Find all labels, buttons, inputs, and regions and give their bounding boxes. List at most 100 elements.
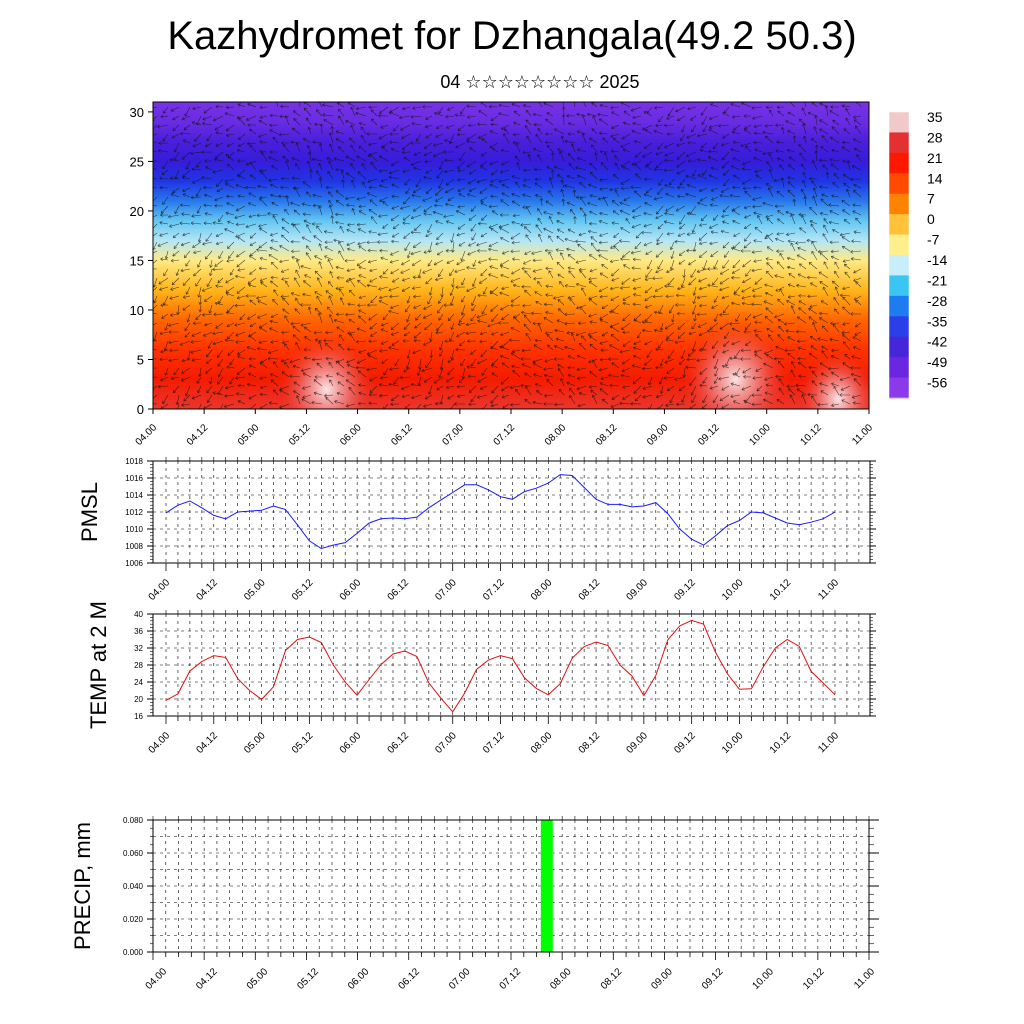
- pmsl-chart-x-tick-label: 07.00: [433, 577, 459, 603]
- precip-x-tick-label: 07.12: [498, 966, 524, 992]
- pmsl-chart-y-tick-label: 1006: [125, 559, 143, 568]
- temp-chart-y-tick-label: 32: [134, 644, 143, 653]
- temp-chart-x-tick-label: 05.00: [242, 730, 268, 756]
- colorbar-label: 21: [927, 150, 943, 166]
- pmsl-chart-y-tick-label: 1012: [125, 508, 143, 517]
- temp-chart-x-tick-label: 05.12: [290, 730, 316, 756]
- warm-spot: [680, 319, 791, 409]
- pmsl-chart-y-tick-label: 1010: [125, 525, 143, 534]
- pmsl-chart-x-tick-label: 04.00: [147, 577, 173, 603]
- temp-chart-x-tick-label: 07.00: [433, 730, 459, 756]
- pmsl-chart-x-tick-label: 08.12: [577, 577, 603, 603]
- colorbar-segment: [889, 357, 909, 379]
- temp-chart-y-tick-label: 20: [134, 695, 143, 704]
- colorbar-segment: [889, 214, 909, 236]
- temp-chart-y-tick-label: 28: [134, 661, 143, 670]
- warm-spot: [797, 351, 869, 409]
- colorbar-label: -21: [927, 272, 947, 288]
- colorbar-label: -35: [927, 313, 947, 329]
- temp-chart-series-line: [165, 619, 836, 713]
- temp-chart-x-tick-label: 10.00: [720, 730, 746, 756]
- heatmap-x-tick-label: 07.12: [492, 422, 518, 448]
- precip-x-tick-label: 09.12: [700, 966, 726, 992]
- pmsl-chart-y-tick-label: 1014: [125, 491, 143, 500]
- precip-x-tick-label: 10.00: [751, 966, 777, 992]
- pmsl-chart-x-tick-label: 08.00: [529, 577, 555, 603]
- precip-y-tick-label: 0.080: [123, 816, 144, 825]
- pmsl-chart-x-tick-label: 04.12: [194, 577, 220, 603]
- precip-x-tick-label: 05.12: [295, 966, 321, 992]
- temp-chart-y-tick-label: 16: [134, 712, 143, 721]
- temp-chart-y-tick-label: 36: [134, 627, 143, 636]
- pmsl-chart-grid: [153, 460, 870, 564]
- pmsl-chart-x-tick-label: 06.00: [338, 577, 364, 603]
- precip-y-tick-label: 0.040: [123, 882, 144, 891]
- heatmap-x-tick-label: 04.00: [134, 422, 160, 448]
- colorbar-label: -49: [927, 354, 947, 370]
- page-subtitle: 04 ☆☆☆☆☆☆☆☆ 2025: [440, 72, 640, 92]
- heatmap-x-tick-label: 05.12: [287, 422, 313, 448]
- temp-chart-y-axis-title: TEMP at 2 M: [86, 601, 111, 729]
- heatmap-y-tick-label: 5: [137, 352, 144, 367]
- wind-vectors: [153, 102, 862, 409]
- pmsl-chart-x-tick-label: 06.12: [386, 577, 412, 603]
- heatmap-y-tick-label: 0: [137, 402, 144, 417]
- heatmap-x-tick-label: 04.12: [185, 422, 211, 448]
- heatmap-x-tick-label: 11.00: [850, 422, 875, 447]
- colorbar-segment: [889, 336, 909, 358]
- precip-y-axis-title: PRECIP, mm: [70, 822, 95, 950]
- pmsl-chart-x-tick-label: 05.12: [290, 577, 316, 603]
- precip-x-tick-label: 05.00: [245, 966, 271, 992]
- heatmap-x-tick-label: 05.00: [236, 422, 262, 448]
- colorbar-segment: [889, 255, 909, 276]
- temp-chart-x-tick-label: 06.12: [386, 730, 412, 756]
- temp-chart-x-tick-label: 10.12: [768, 730, 794, 756]
- temp-chart-grid: [153, 613, 870, 717]
- temp-chart-x-tick-label: 07.12: [481, 730, 507, 756]
- heatmap-x-tick-label: 08.00: [543, 422, 569, 448]
- colorbar-label: -28: [927, 293, 947, 309]
- colorbar-label: -42: [927, 334, 947, 350]
- heatmap-x-tick-label: 07.00: [441, 422, 467, 448]
- temp-chart-x-tick-label: 09.00: [625, 730, 651, 756]
- precip-x-tick-label: 10.12: [801, 966, 827, 992]
- pmsl-chart-y-tick-label: 1018: [125, 457, 143, 466]
- heatmap-x-tick-label: 10.00: [747, 422, 773, 448]
- colorbar-segment: [889, 295, 909, 317]
- precip-x-tick-label: 04.12: [194, 966, 220, 992]
- colorbar-label: -7: [927, 232, 940, 248]
- pmsl-chart-x-tick-label: 05.00: [242, 577, 268, 603]
- pmsl-chart-x-tick-label: 07.12: [481, 577, 507, 603]
- precip-grid: [152, 820, 870, 952]
- precip-x-tick-label: 08.12: [599, 966, 625, 992]
- precip-x-tick-label: 09.00: [649, 966, 675, 992]
- heatmap-x-tick-label: 06.12: [389, 422, 415, 448]
- precip-x-tick-label: 07.00: [447, 966, 473, 992]
- temp-chart-x-tick-label: 04.00: [147, 730, 173, 756]
- temp-chart-x-tick-label: 08.00: [529, 730, 555, 756]
- colorbar-segment: [889, 234, 909, 256]
- wind-vector-field: [153, 102, 862, 409]
- colorbar-frame: [888, 111, 910, 399]
- colorbar-label: 7: [927, 191, 935, 207]
- precip-x-tick-label: 11.00: [852, 966, 877, 991]
- precip-x-tick-label: 08.00: [548, 966, 574, 992]
- colorbar-segment: [889, 112, 909, 133]
- pmsl-chart-x-tick-label: 09.12: [672, 577, 698, 603]
- pmsl-chart-x-tick-label: 10.12: [768, 577, 794, 603]
- precip-y-tick-label: 0.000: [123, 948, 144, 957]
- colorbar-segment: [889, 173, 909, 195]
- precip-y-tick-label: 0.020: [123, 915, 144, 924]
- page-title: Kazhydromet for Dzhangala(49.2 50.3): [167, 14, 857, 58]
- precip-x-tick-label: 06.12: [397, 966, 423, 992]
- colorbar-label: 0: [927, 211, 935, 227]
- temp-chart-x-tick-label: 08.12: [577, 730, 603, 756]
- colorbar-label: -14: [927, 252, 947, 268]
- temp-chart-y-tick-label: 24: [134, 678, 143, 687]
- temp-chart-x-tick-label: 09.12: [672, 730, 698, 756]
- pmsl-chart-y-axis-title: PMSL: [77, 482, 102, 542]
- colorbar-segment: [889, 316, 909, 338]
- heatmap-x-tick-label: 08.12: [594, 422, 620, 448]
- pmsl-chart-x-tick-label: 10.00: [720, 577, 746, 603]
